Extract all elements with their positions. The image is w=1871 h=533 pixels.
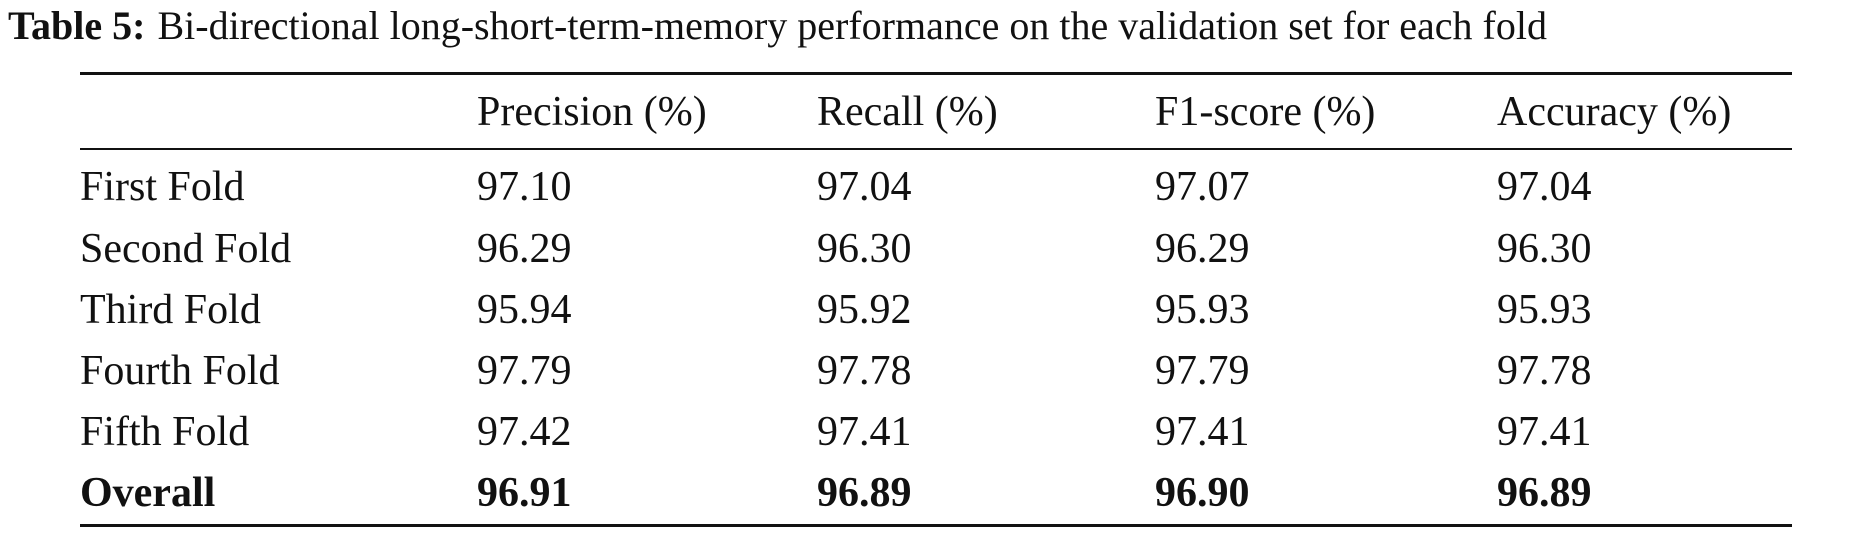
cell-value: 97.78: [1497, 348, 1592, 394]
cell-value: 95.92: [817, 287, 912, 333]
caption-text: Bi-directional long-short-term-memory pe…: [157, 3, 1547, 48]
row-label: Fifth Fold: [80, 409, 250, 455]
column-header: F1-score (%): [1155, 89, 1376, 135]
caption-label: Table 5:: [8, 3, 146, 48]
top-rule: [80, 72, 1792, 75]
cell-value: 96.30: [817, 226, 912, 272]
row-label: Fourth Fold: [80, 348, 280, 394]
cell-value: 95.93: [1497, 287, 1592, 333]
cell-value: 96.89: [1497, 470, 1592, 516]
cell-value: 97.42: [477, 409, 572, 455]
column-header: Recall (%): [817, 89, 998, 135]
column-header: Accuracy (%): [1497, 89, 1732, 135]
cell-value: 97.41: [817, 409, 912, 455]
cell-value: 97.07: [1155, 164, 1250, 210]
cell-value: 97.41: [1497, 409, 1592, 455]
cell-value: 97.78: [817, 348, 912, 394]
row-label: First Fold: [80, 164, 245, 210]
cell-value: 97.04: [817, 164, 912, 210]
cell-value: 97.04: [1497, 164, 1592, 210]
cell-value: 97.41: [1155, 409, 1250, 455]
cell-value: 96.91: [477, 470, 572, 516]
cell-value: 97.79: [477, 348, 572, 394]
cell-value: 96.89: [817, 470, 912, 516]
mid-rule: [80, 148, 1792, 150]
cell-value: 96.29: [477, 226, 572, 272]
cell-value: 96.90: [1155, 470, 1250, 516]
cell-value: 95.93: [1155, 287, 1250, 333]
cell-value: 97.10: [477, 164, 572, 210]
cell-value: 95.94: [477, 287, 572, 333]
table-caption: Table 5: Bi-directional long-short-term-m…: [8, 4, 1547, 48]
row-label: Third Fold: [80, 287, 261, 333]
row-label: Second Fold: [80, 226, 292, 272]
bottom-rule: [80, 524, 1792, 527]
cell-value: 96.30: [1497, 226, 1592, 272]
cell-value: 97.79: [1155, 348, 1250, 394]
column-header: Precision (%): [477, 89, 707, 135]
cell-value: 96.29: [1155, 226, 1250, 272]
row-label: Overall: [80, 470, 216, 516]
